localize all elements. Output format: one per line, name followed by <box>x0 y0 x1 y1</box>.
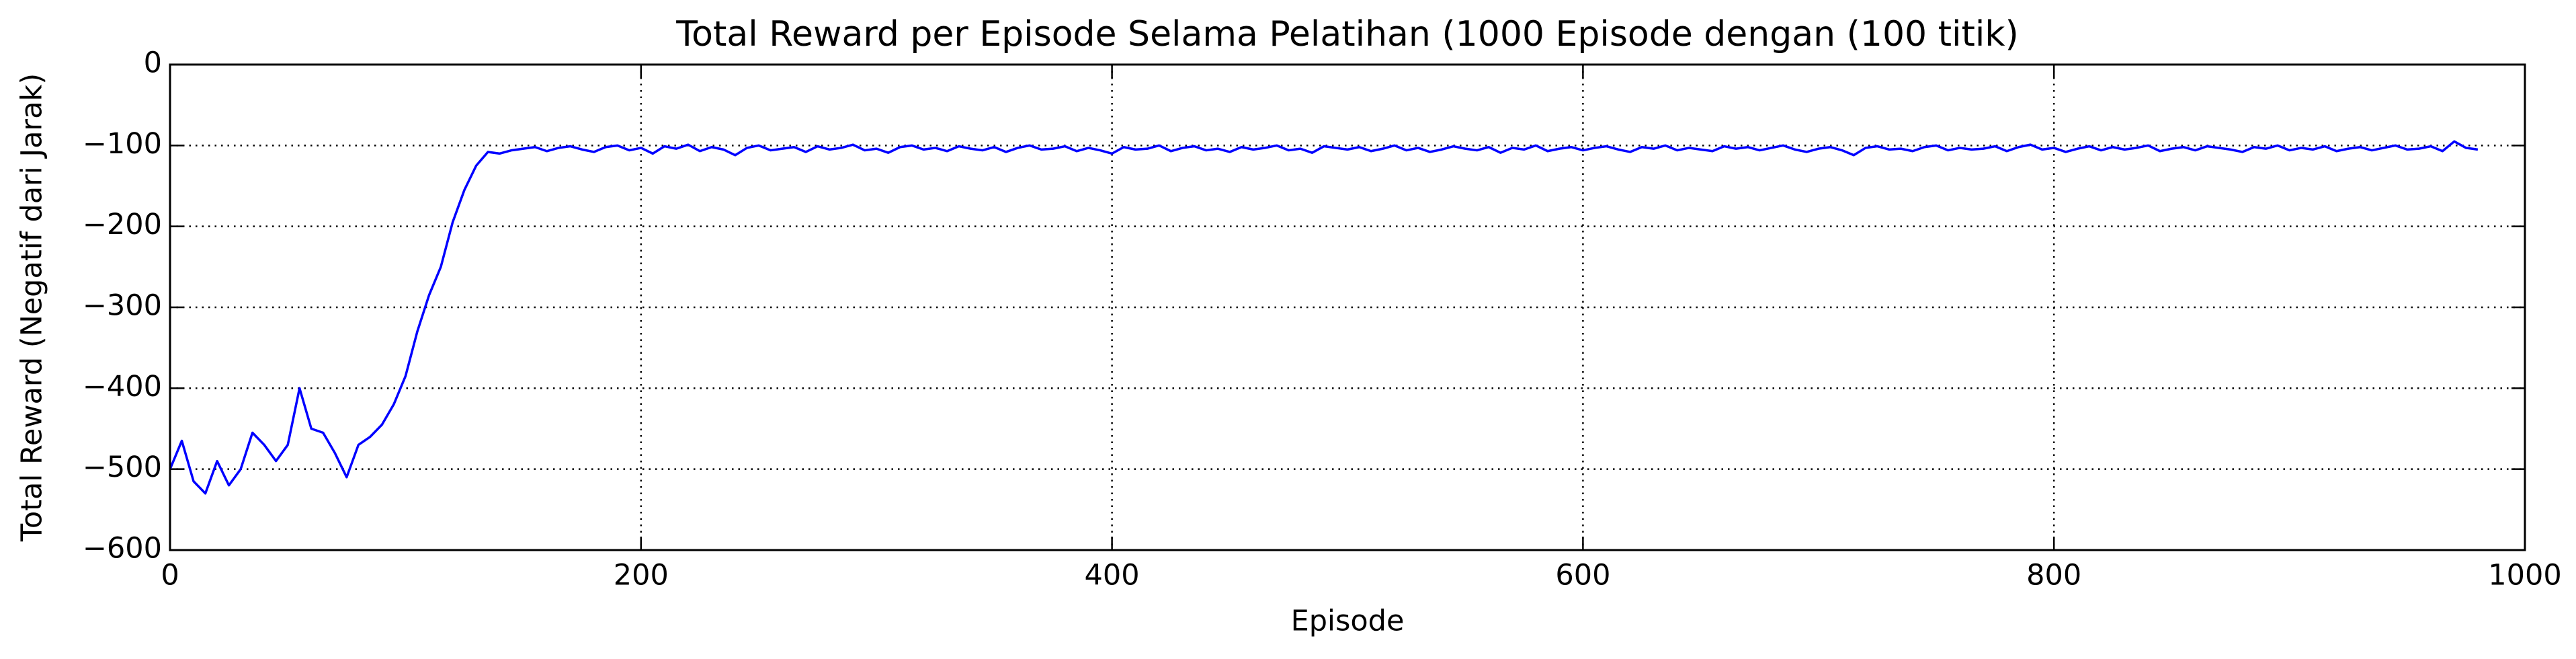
y-tick-label: −400 <box>83 370 162 403</box>
x-tick-label: 200 <box>614 559 669 592</box>
chart-title: Total Reward per Episode Selama Pelatiha… <box>675 14 2018 54</box>
y-tick-label: −300 <box>83 289 162 323</box>
x-tick-label: 400 <box>1085 559 1140 592</box>
x-tick-label: 600 <box>1555 559 1610 592</box>
x-tick-label: 1000 <box>2488 559 2561 592</box>
x-tick-label: 800 <box>2026 559 2081 592</box>
y-tick-label: −200 <box>83 208 162 241</box>
x-tick-label: 0 <box>161 559 179 592</box>
x-axis-label: Episode <box>1291 605 1405 638</box>
line-series <box>169 140 2479 495</box>
y-tick-label: −500 <box>83 451 162 484</box>
y-tick-label: −100 <box>83 127 162 161</box>
plot-frame <box>169 63 2526 551</box>
y-axis-label: Total Reward (Negatif dari Jarak) <box>15 73 49 542</box>
y-tick-label: −600 <box>83 532 162 566</box>
y-tick-label: 0 <box>144 46 162 80</box>
